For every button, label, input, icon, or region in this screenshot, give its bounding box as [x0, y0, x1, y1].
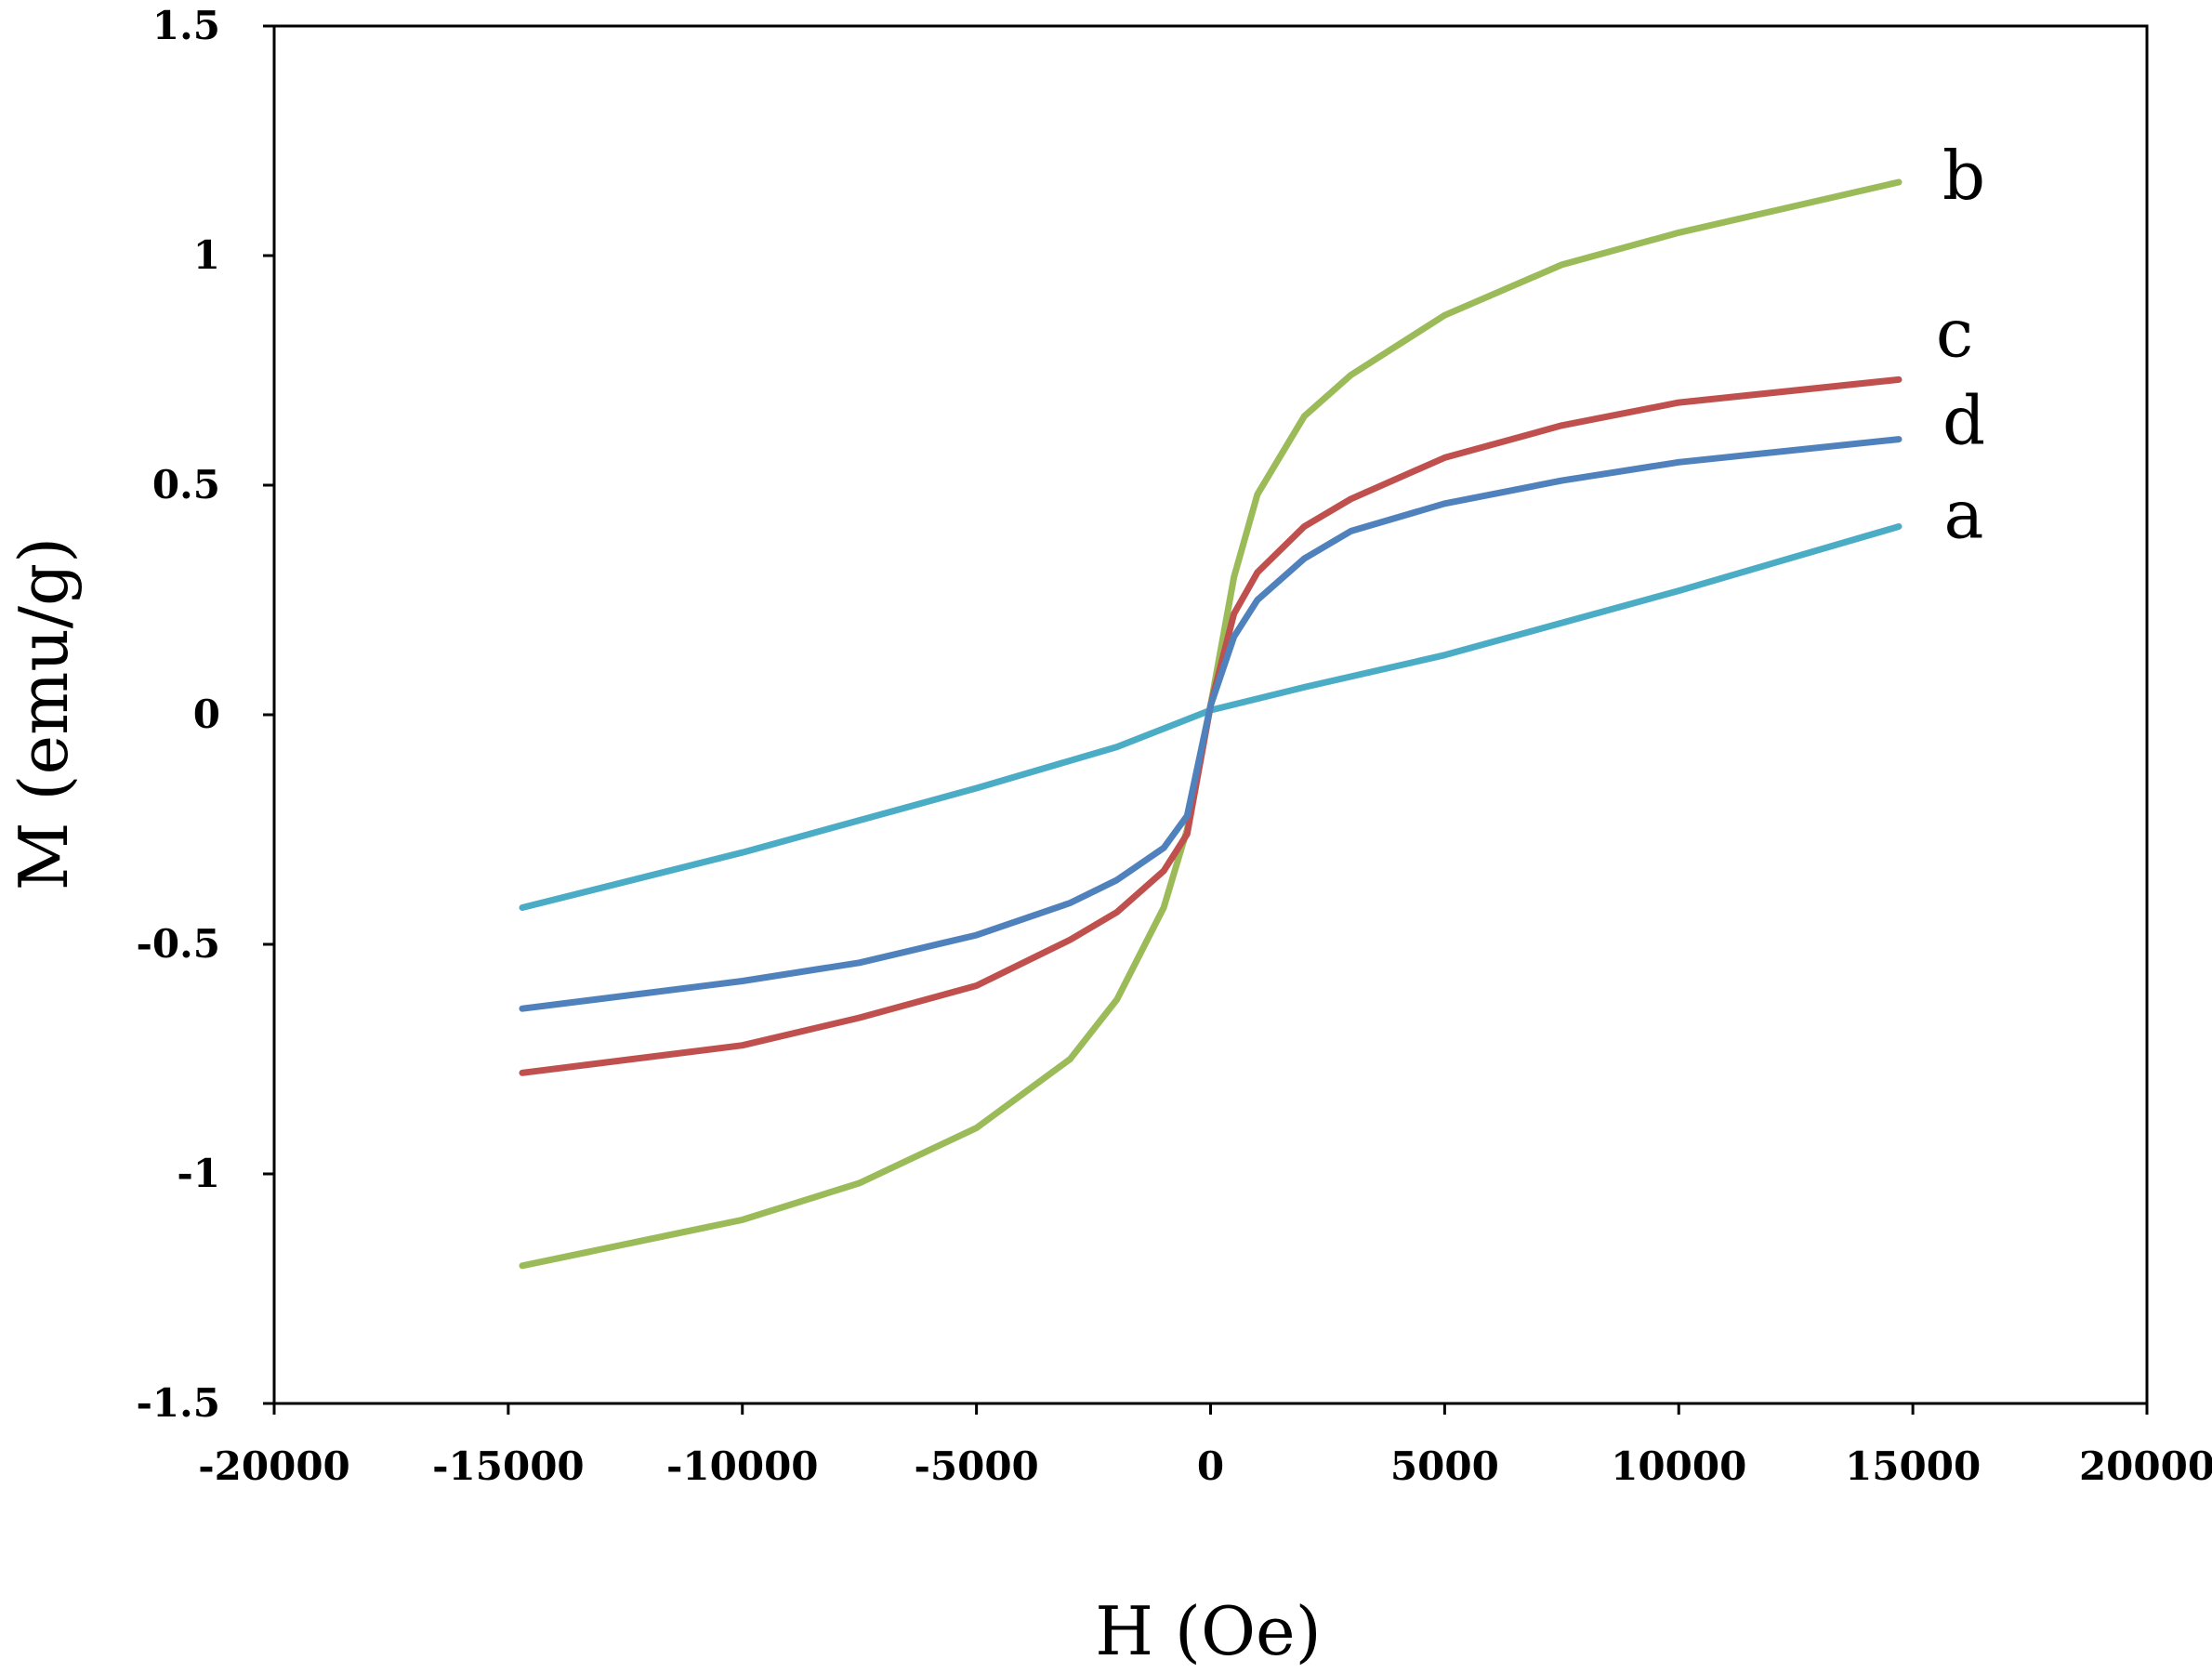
- y-tick-label: -1: [177, 1151, 220, 1196]
- x-axis-ticks: [272, 1403, 2149, 1415]
- x-tick-label: 0: [1197, 1443, 1224, 1489]
- series-label-b: b: [1942, 137, 1985, 215]
- x-tick-label: 5000: [1390, 1443, 1499, 1489]
- y-axis-ticks: [263, 24, 274, 1405]
- x-axis-title: H (Oe): [1095, 1592, 1322, 1670]
- y-tick-label: 0: [193, 692, 220, 737]
- series-label-d: d: [1942, 382, 1985, 460]
- series-line-d: [519, 436, 1903, 1012]
- x-tick-label: -15000: [432, 1443, 585, 1489]
- series-label-a: a: [1944, 475, 1984, 553]
- y-tick-label: 1.5: [152, 3, 220, 48]
- y-axis-tick-labels: 1.5 1 0.5 0 -0.5 -1 -1.5: [136, 3, 220, 1426]
- y-tick-label: -1.5: [136, 1380, 220, 1426]
- series-labels: a b cd: [1936, 137, 1985, 554]
- x-tick-label: 10000: [1611, 1443, 1746, 1489]
- x-tick-label: 15000: [1845, 1443, 1981, 1489]
- series-label-c: c: [1936, 294, 1973, 372]
- y-tick-label: 0.5: [152, 462, 220, 507]
- y-tick-label: 1: [193, 232, 220, 278]
- x-axis-tick-labels: -20000 -15000 -10000 -5000 0 5000 10000 15000 20…: [198, 1443, 2212, 1489]
- x-tick-label: -5000: [914, 1443, 1038, 1489]
- y-tick-label: -0.5: [136, 921, 220, 967]
- x-tick-label: -10000: [666, 1443, 819, 1489]
- x-tick-label: 20000: [2079, 1443, 2212, 1489]
- x-tick-label: -20000: [198, 1443, 350, 1489]
- series-lines: [519, 178, 1903, 1270]
- y-axis-title: M (emu/g): [5, 537, 83, 890]
